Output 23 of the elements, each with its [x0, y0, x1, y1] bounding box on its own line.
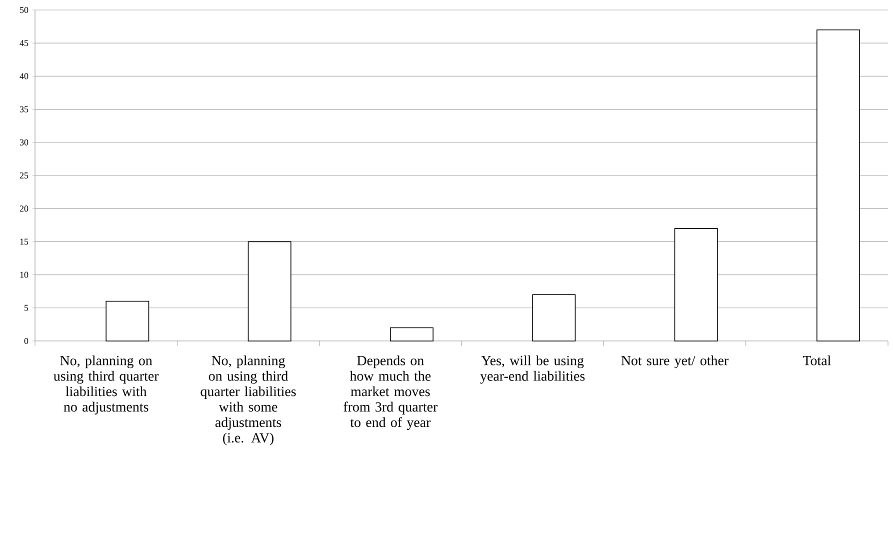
y-tick-label: 35 [20, 106, 28, 112]
x-tick-label: Depends on how much the market moves from 3rd quarter to end of year [344, 355, 438, 430]
bar [390, 327, 434, 342]
y-tick-label: 40 [20, 73, 28, 80]
y-tick-label: 20 [20, 206, 28, 212]
x-tick-label: Yes, will be using year-end liabilities [480, 355, 585, 384]
bar [816, 29, 860, 342]
x-tick-label: No, planning on using third quarter liabilities with no adjustments [54, 355, 159, 414]
bar [674, 228, 718, 342]
y-tick-label: 15 [20, 238, 28, 245]
bar [532, 294, 576, 342]
y-tick-label: 25 [20, 172, 28, 179]
bar [106, 300, 150, 342]
y-tick-label: 45 [20, 40, 28, 46]
y-tick-label: 5 [24, 304, 28, 311]
y-tick-label: 50 [20, 6, 28, 14]
y-tick-label: 30 [20, 139, 28, 146]
x-tick-label: No, planning on using third quarter liabilities with some adjustments (i.e. AV) [200, 355, 296, 446]
x-tick-label: Not sure yet/ other [621, 355, 728, 368]
y-tick-label: 0 [24, 338, 28, 344]
y-tick-label: 10 [20, 272, 28, 278]
x-tick-label: Total [802, 355, 831, 366]
bar [248, 241, 292, 342]
